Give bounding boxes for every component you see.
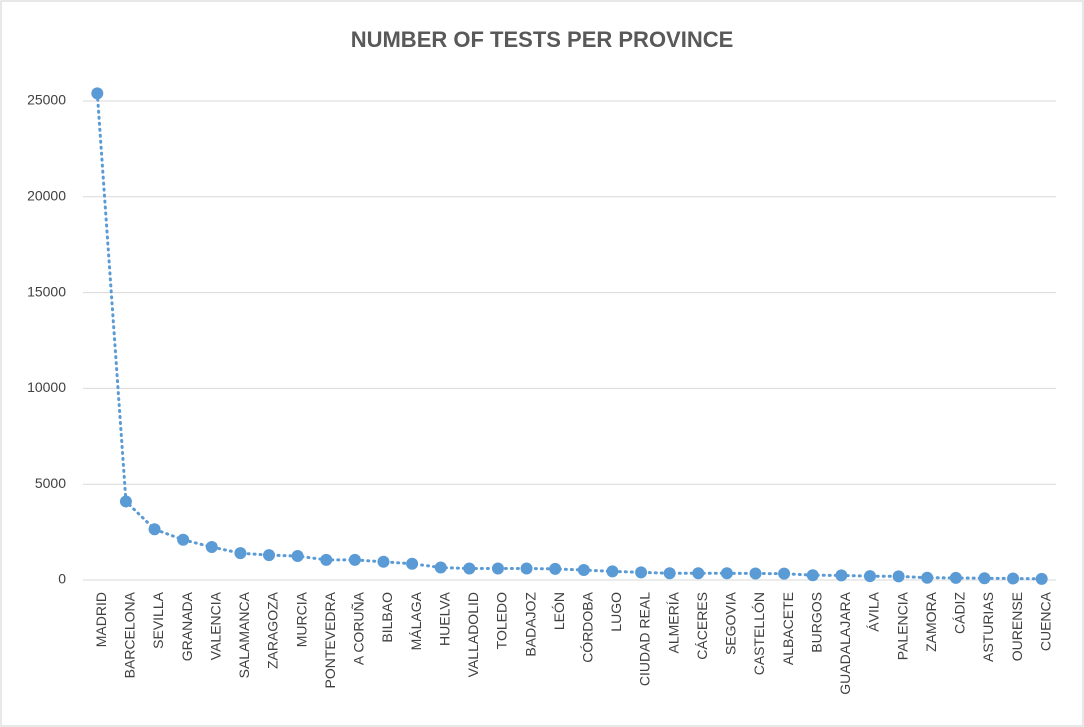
data-point bbox=[491, 562, 504, 575]
data-point bbox=[177, 533, 190, 546]
x-tick-label: ZARAGOZA bbox=[265, 591, 281, 669]
data-point bbox=[1007, 572, 1020, 585]
data-point bbox=[291, 550, 304, 563]
x-tick-label: ÁVILA bbox=[866, 591, 882, 631]
data-point bbox=[234, 547, 247, 560]
x-tick-label: CIUDAD REAL bbox=[637, 592, 653, 686]
data-point bbox=[892, 570, 905, 583]
x-tick-label: BADAJOZ bbox=[522, 592, 538, 657]
x-tick-label: OURENSE bbox=[1009, 592, 1025, 661]
data-point bbox=[635, 566, 648, 579]
y-tick-label: 20000 bbox=[27, 188, 66, 204]
x-tick-label: ALMERÍA bbox=[665, 591, 681, 653]
data-point bbox=[806, 569, 819, 582]
x-tick-label: CASTELLÓN bbox=[751, 592, 767, 675]
data-point bbox=[978, 572, 991, 585]
data-point bbox=[863, 570, 876, 583]
data-point bbox=[434, 561, 447, 574]
data-point bbox=[1035, 572, 1048, 585]
data-point bbox=[692, 567, 705, 580]
x-tick-label: ASTURIAS bbox=[980, 592, 996, 662]
y-tick-label: 15000 bbox=[27, 283, 66, 299]
x-tick-label: MÁLAGA bbox=[408, 591, 424, 650]
data-point bbox=[520, 562, 533, 575]
x-tick-label: ZAMORA bbox=[923, 591, 939, 652]
chart-title: NUMBER OF TESTS PER PROVINCE bbox=[351, 27, 734, 52]
data-point bbox=[263, 549, 276, 562]
data-point bbox=[320, 553, 333, 566]
x-tick-label: PONTEVEDRA bbox=[322, 591, 338, 688]
x-tick-label: LUGO bbox=[608, 592, 624, 632]
data-point bbox=[148, 523, 161, 536]
x-tick-label: VALLADOLID bbox=[465, 592, 481, 677]
x-tick-label: SEGOVIA bbox=[723, 591, 739, 655]
x-tick-label: GRANADA bbox=[179, 591, 195, 661]
data-point bbox=[835, 569, 848, 582]
data-point bbox=[921, 571, 934, 584]
x-tick-label: HUELVA bbox=[436, 591, 452, 646]
x-tick-label: GUADALAJARA bbox=[837, 591, 853, 694]
data-line bbox=[95, 91, 1044, 581]
data-point bbox=[463, 562, 476, 575]
x-tick-label: MURCIA bbox=[293, 591, 309, 647]
x-tick-label: LEÓN bbox=[551, 592, 567, 630]
data-point bbox=[348, 553, 361, 566]
data-point bbox=[663, 567, 676, 580]
x-tick-label: SALAMANCA bbox=[236, 591, 252, 678]
data-point bbox=[406, 557, 419, 570]
y-tick-label: 10000 bbox=[27, 379, 66, 395]
x-tick-label: SEVILLA bbox=[150, 591, 166, 648]
data-point bbox=[749, 567, 762, 580]
data-point bbox=[549, 562, 562, 575]
x-tick-label: ALBACETE bbox=[780, 592, 796, 665]
x-tick-label: CUENCA bbox=[1037, 591, 1053, 651]
x-tick-label: PALENCIA bbox=[894, 591, 910, 660]
data-point bbox=[778, 567, 791, 580]
x-tick-label: MADRID bbox=[93, 592, 109, 647]
data-point bbox=[205, 541, 218, 554]
x-tick-label: TOLEDO bbox=[494, 592, 510, 649]
x-tick-label: BILBAO bbox=[379, 592, 395, 643]
data-point bbox=[720, 567, 733, 580]
x-tick-label: CÁDIZ bbox=[952, 592, 968, 634]
data-point bbox=[377, 555, 390, 568]
data-point bbox=[577, 564, 590, 577]
data-point bbox=[606, 565, 619, 578]
data-point bbox=[949, 571, 962, 584]
x-tick-label: A CORUÑA bbox=[351, 591, 367, 665]
x-tick-label: CÁCERES bbox=[694, 592, 710, 660]
x-tick-label: CÓRDOBA bbox=[580, 591, 596, 662]
x-tick-label: BARCELONA bbox=[122, 591, 138, 678]
y-tick-label: 0 bbox=[58, 571, 66, 587]
x-tick-label: VALENCIA bbox=[207, 591, 223, 660]
y-tick-label: 5000 bbox=[35, 475, 66, 491]
data-point bbox=[91, 87, 104, 100]
y-tick-label: 25000 bbox=[27, 92, 66, 108]
data-point bbox=[119, 495, 132, 508]
x-tick-label: BURGOS bbox=[808, 592, 824, 653]
